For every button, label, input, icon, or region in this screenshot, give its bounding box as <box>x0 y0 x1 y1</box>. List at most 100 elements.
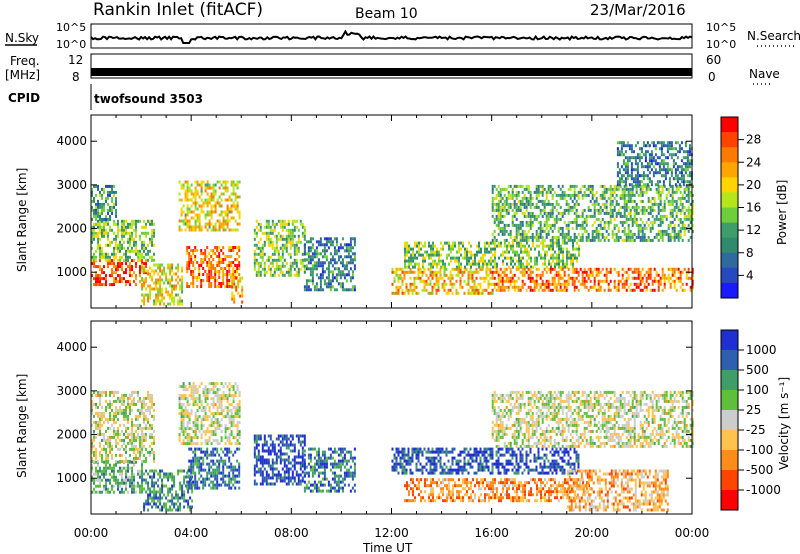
heatmap-cell <box>111 187 113 191</box>
heatmap-cell <box>319 261 322 265</box>
heatmap-cell <box>261 258 264 262</box>
heatmap-cell <box>691 208 694 212</box>
heatmap-cell <box>273 270 276 274</box>
heatmap-cell <box>113 231 115 235</box>
heatmap-cell <box>321 264 324 268</box>
heatmap-cell <box>684 144 687 148</box>
heatmap-cell <box>577 270 580 274</box>
heatmap-cell <box>672 147 675 151</box>
heatmap-cell <box>583 282 586 286</box>
heatmap-cell <box>159 487 162 491</box>
heatmap-cell <box>119 423 121 427</box>
heatmap-cell <box>503 232 506 236</box>
heatmap-cell <box>401 267 404 271</box>
heatmap-cell <box>668 144 671 148</box>
heatmap-cell <box>117 249 119 253</box>
heatmap-cell <box>181 269 184 273</box>
heatmap-cell <box>515 202 518 206</box>
heatmap-cell <box>139 280 141 284</box>
heatmap-cell <box>616 183 619 187</box>
heatmap-cell <box>649 205 652 209</box>
heatmap-cell <box>683 232 686 236</box>
heatmap-cell <box>549 187 552 191</box>
heatmap-cell <box>123 459 125 463</box>
noise-trace <box>90 29 693 44</box>
heatmap-cell <box>127 249 129 253</box>
heatmap-cell <box>232 261 235 264</box>
heatmap-cell <box>339 285 342 289</box>
heatmap-cell <box>307 279 310 283</box>
heatmap-cell <box>628 144 631 148</box>
heatmap-cell <box>131 222 133 226</box>
heatmap-cell <box>127 466 129 470</box>
heatmap-cell <box>210 186 213 190</box>
heatmap-cell <box>668 183 671 187</box>
heatmap-cell <box>553 223 556 227</box>
heatmap-cell <box>565 279 568 283</box>
heatmap-cell <box>413 279 416 283</box>
heatmap-cell <box>502 262 504 266</box>
heatmap-cell <box>605 187 608 191</box>
heatmap-cell <box>507 205 510 209</box>
heatmap-cell <box>625 205 628 209</box>
heatmap-cell <box>659 232 662 236</box>
heatmap-cell <box>470 256 472 260</box>
heatmap-cell <box>522 250 524 254</box>
heatmap-cell <box>224 285 227 288</box>
heatmap-cell <box>133 271 135 275</box>
heatmap-cell <box>484 262 486 266</box>
heatmap-cell <box>559 193 562 197</box>
heatmap-cell <box>452 244 454 248</box>
heatmap-cell <box>618 183 621 187</box>
heatmap-cell <box>669 214 672 218</box>
heatmap-cell <box>200 252 203 255</box>
heatmap-cell <box>119 249 121 253</box>
heatmap-cell <box>505 238 508 242</box>
heatmap-cell <box>307 249 310 253</box>
heatmap-cell <box>101 202 103 206</box>
heatmap-cell <box>539 184 542 188</box>
heatmap-cell <box>93 429 95 433</box>
heatmap-cell <box>405 282 408 286</box>
heatmap-cell <box>287 237 290 241</box>
heatmap-cell <box>339 255 342 259</box>
heatmap-cell <box>657 229 660 233</box>
heatmap-cell <box>232 228 235 232</box>
heatmap-cell <box>529 205 532 209</box>
heatmap-cell <box>351 252 354 256</box>
heatmap-cell <box>470 253 472 257</box>
heatmap-cell <box>175 293 178 297</box>
heatmap-cell <box>265 222 268 226</box>
heatmap-cell <box>686 159 689 163</box>
heatmap-cell <box>495 196 498 200</box>
heatmap-cell <box>565 193 568 197</box>
heatmap-cell <box>303 267 306 271</box>
heatmap-cell <box>190 192 193 196</box>
heatmap-cell <box>135 429 137 433</box>
heatmap-cell <box>511 279 514 283</box>
heatmap-cell <box>141 487 144 491</box>
heatmap-cell <box>625 214 628 218</box>
heatmap-cell <box>623 205 626 209</box>
heatmap-cell <box>527 276 530 280</box>
heatmap-cell <box>129 234 131 238</box>
heatmap-cell <box>119 438 121 442</box>
heatmap-cell <box>192 201 195 205</box>
heatmap-cell <box>123 408 125 412</box>
heatmap-cell <box>577 196 580 200</box>
heatmap-cell <box>544 250 546 254</box>
heatmap-cell <box>299 240 302 244</box>
heatmap-cell <box>165 275 168 279</box>
heatmap-cell <box>107 456 109 460</box>
heatmap-cell <box>291 231 294 235</box>
heatmap-cell <box>181 281 184 285</box>
heatmap-cell <box>666 150 669 154</box>
heatmap-cell <box>184 198 187 202</box>
heatmap-cell <box>627 229 630 233</box>
heatmap-cell <box>285 237 288 241</box>
heatmap-cell <box>101 225 103 229</box>
heatmap-cell <box>613 190 616 194</box>
heatmap-cell <box>422 259 424 263</box>
heatmap-cell <box>660 147 663 151</box>
